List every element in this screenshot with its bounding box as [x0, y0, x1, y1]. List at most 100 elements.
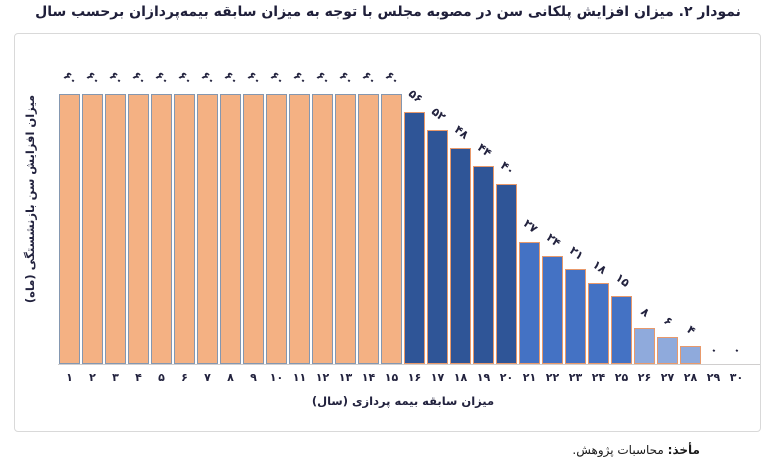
bar-slot: ۴۸	[449, 34, 472, 364]
bar-value-label: ۸	[637, 304, 652, 320]
x-tick-label: ۶	[181, 371, 188, 384]
bar	[473, 166, 494, 364]
bar-value-label: ۶	[660, 313, 675, 329]
bar	[151, 94, 172, 364]
y-axis-title: میزان افزایش سن بازنشستگی (ماه)	[17, 34, 43, 364]
bar-value-label: ۴	[683, 322, 698, 338]
bar-value-label: ۶۰	[152, 68, 173, 88]
bar-slot: ۱۵	[610, 34, 633, 364]
bar-slot: ۶۰	[196, 34, 219, 364]
x-tick-label: ۲۳	[568, 371, 583, 384]
bar-slot: ۲۴	[541, 34, 564, 364]
bar-value-label: ۶۰	[382, 68, 403, 88]
bar-slot: ۶۰	[311, 34, 334, 364]
bar-value-label: ۴۸	[451, 122, 472, 142]
bar-value-label: ۵۶	[405, 86, 426, 106]
bar-slot: ۰	[702, 34, 725, 364]
bar	[82, 94, 103, 364]
bar-slot: ۶۰	[242, 34, 265, 364]
bar-value-label: ۶۰	[221, 68, 242, 88]
x-tick-label: ۱۹	[476, 371, 491, 384]
bar-value-label: ۲۴	[543, 230, 564, 250]
bar-value-label: ۶۰	[106, 68, 127, 88]
bar	[680, 346, 701, 364]
x-tick-label: ۴	[135, 371, 142, 384]
bar	[611, 296, 632, 364]
bar	[243, 94, 264, 364]
bar	[427, 130, 448, 364]
bars-container: ۶۰ ۶۰ ۶۰ ۶۰ ۶۰ ۶۰ ۶۰ ۶۰ ۶۰ ۶۰ ۶۰ ۶۰ ۶۰ ۶۰ ۶۰ ۵۶ ۵۲ ۴۸ ۴۴ ۴۰…	[58, 34, 748, 364]
bar	[404, 112, 425, 364]
bar-value-label: ۶۰	[336, 68, 357, 88]
bar-value-label: ۰	[706, 342, 721, 358]
x-tick-label: ۷	[204, 371, 211, 384]
x-axis-line	[58, 364, 760, 365]
bar-slot: ۶۰	[81, 34, 104, 364]
x-tick-label: ۲۰	[499, 371, 514, 384]
bar-slot: ۲۷	[518, 34, 541, 364]
bar	[358, 94, 379, 364]
x-tick-label: ۲۲	[545, 371, 560, 384]
bar-slot: ۸	[633, 34, 656, 364]
bar	[312, 94, 333, 364]
bar	[335, 94, 356, 364]
bar	[174, 94, 195, 364]
x-tick-label: ۲۸	[683, 371, 698, 384]
x-tick-label: ۵	[158, 371, 165, 384]
bar-value-label: ۰	[729, 342, 744, 358]
bar-value-label: ۶۰	[198, 68, 219, 88]
bar	[197, 94, 218, 364]
x-tick-label: ۱۲	[315, 371, 330, 384]
bar-value-label: ۶۰	[60, 68, 81, 88]
bar-slot: ۵۶	[403, 34, 426, 364]
bar-slot: ۶۰	[380, 34, 403, 364]
source-note: مأخذ: محاسبات پژوهش.	[572, 443, 700, 457]
bar-slot: ۲۱	[564, 34, 587, 364]
x-tick-label: ۲۶	[637, 371, 652, 384]
bar-value-label: ۴۴	[474, 140, 495, 160]
bar	[381, 94, 402, 364]
bar-value-label: ۲۱	[566, 243, 587, 263]
x-tick-label: ۹	[250, 371, 257, 384]
bar	[519, 242, 540, 364]
x-tick-label: ۲۱	[522, 371, 537, 384]
x-tick-label: ۱۰	[269, 371, 284, 384]
bar-slot: ۶۰	[219, 34, 242, 364]
x-tick-label: ۲۴	[591, 371, 606, 384]
bar-slot: ۶۰	[334, 34, 357, 364]
x-tick-label: ۱۳	[338, 371, 353, 384]
bar-slot: ۶۰	[127, 34, 150, 364]
chart-plot-frame: میزان افزایش سن بازنشستگی (ماه) ۶۰ ۶۰ ۶۰ ۶۰…	[14, 33, 761, 432]
bar	[450, 148, 471, 364]
chart-title: نمودار ۲. میزان افزایش پلکانی سن در مصوب…	[35, 4, 741, 20]
bar	[105, 94, 126, 364]
bar	[128, 94, 149, 364]
bar-slot: ۶۰	[58, 34, 81, 364]
bar	[266, 94, 287, 364]
bar	[565, 269, 586, 364]
x-tick-label: ۱۵	[384, 371, 399, 384]
x-tick-label: ۲۵	[614, 371, 629, 384]
bar-value-label: ۶۰	[244, 68, 265, 88]
bar-slot: ۴	[679, 34, 702, 364]
bar-slot: ۴۴	[472, 34, 495, 364]
bar	[634, 328, 655, 364]
bar-value-label: ۶۰	[290, 68, 311, 88]
bar	[542, 256, 563, 364]
bar-value-label: ۶۰	[129, 68, 150, 88]
x-tick-label: ۲۷	[660, 371, 675, 384]
bar	[496, 184, 517, 364]
bar-slot: ۶۰	[173, 34, 196, 364]
bar-value-label: ۶۰	[267, 68, 288, 88]
bar-value-label: ۵۲	[428, 104, 449, 124]
x-tick-label: ۱۴	[361, 371, 376, 384]
bar-slot: ۶۰	[288, 34, 311, 364]
source-text: محاسبات پژوهش.	[572, 443, 668, 457]
y-axis-title-text: میزان افزایش سن بازنشستگی (ماه)	[23, 94, 37, 304]
x-tick-label: ۱۷	[430, 371, 445, 384]
bar-slot: ۶۰	[150, 34, 173, 364]
bar-slot: ۰	[725, 34, 748, 364]
bar	[59, 94, 80, 364]
bar-slot: ۱۸	[587, 34, 610, 364]
bar-value-label: ۲۷	[520, 216, 541, 236]
